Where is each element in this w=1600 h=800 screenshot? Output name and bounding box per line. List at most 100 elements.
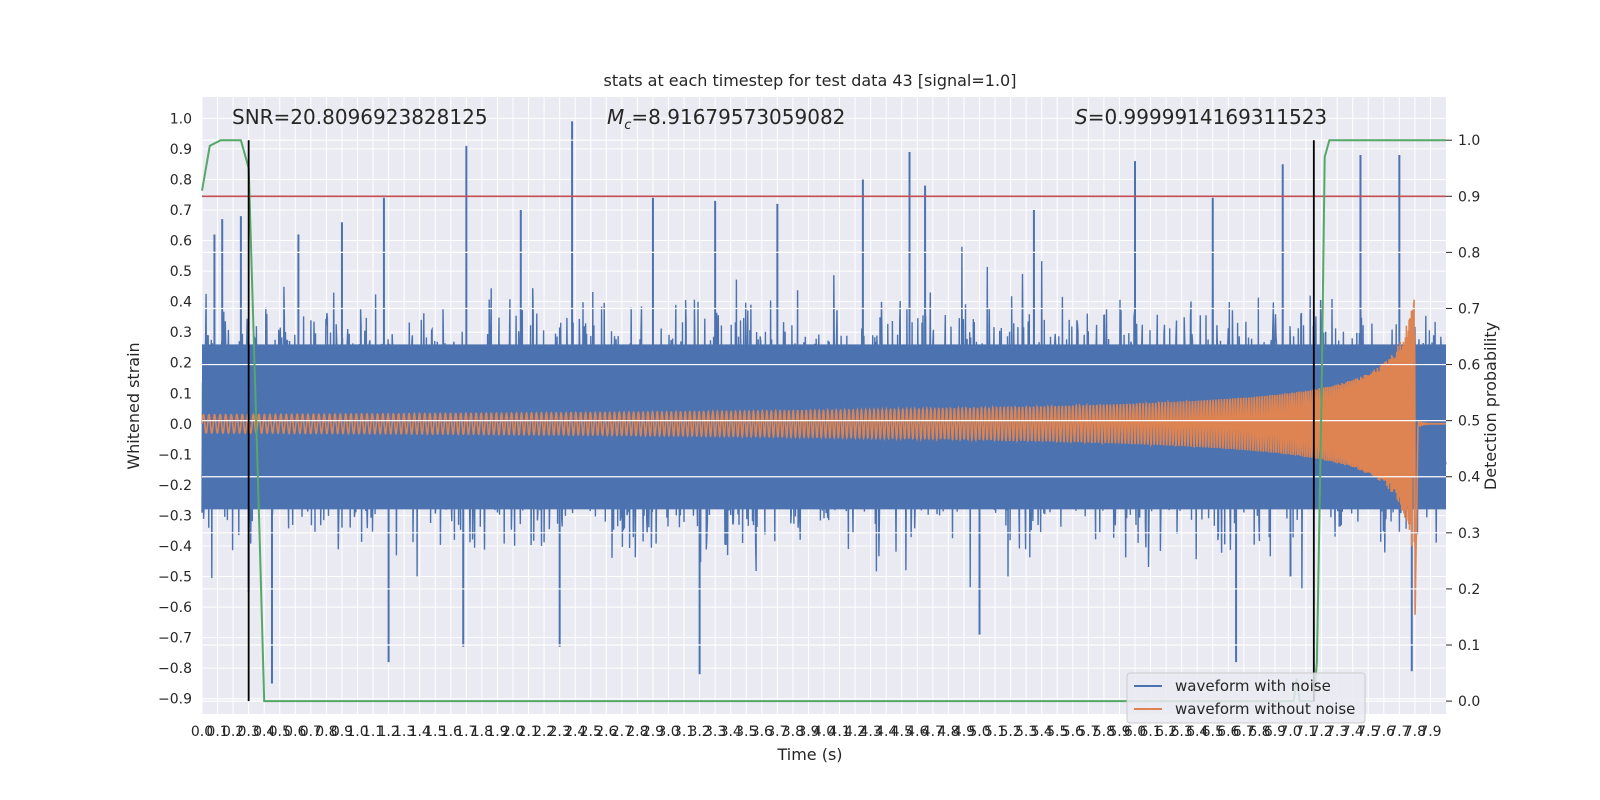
x-tick-label: 4.9	[953, 724, 975, 740]
legend-label-clean: waveform without noise	[1175, 700, 1355, 718]
y2-tick-label: 0.2	[1458, 582, 1480, 598]
x-tick-label: 1.8	[471, 724, 493, 740]
y-tick-label: −0.6	[158, 600, 192, 616]
y-tick-label: −0.9	[158, 692, 192, 708]
x-tick-label: 1.6	[440, 724, 462, 740]
x-tick-label: 0.0	[191, 724, 213, 740]
x-tick-label: 6.0	[1124, 724, 1146, 740]
x-tick-label: 4.7	[922, 724, 944, 740]
clean-trace	[201, 299, 1446, 615]
x-tick-label: 7.4	[1342, 724, 1364, 740]
x-tick-label: 4.5	[891, 724, 913, 740]
y-tick-label: 0.7	[170, 203, 192, 219]
x-tick-label: 6.5	[1202, 724, 1224, 740]
y-tick-label: −0.2	[158, 478, 192, 494]
x-tick-label: 3.8	[782, 724, 804, 740]
x-tick-label: 7.0	[1279, 724, 1301, 740]
y-tick-label: −0.3	[158, 508, 192, 524]
x-tick-label: 0.2	[222, 724, 244, 740]
x-tick-label: 0.6	[284, 724, 306, 740]
x-tick-label: 5.3	[1015, 724, 1037, 740]
y-axis-ticks: −0.9 −0.8 −0.7 −0.6 −0.5 −0.4 −0.3 −0.2 −0.1 0.0 0…	[158, 111, 192, 707]
x-tick-label: 7.3	[1326, 724, 1348, 740]
x-tick-label: 1.0	[346, 724, 368, 740]
s-value: =0.9999914169311523	[1088, 105, 1327, 129]
x-tick-label: 0.3	[238, 724, 260, 740]
x-tick-label: 6.4	[1186, 724, 1208, 740]
x-tick-label: 6.6	[1217, 724, 1239, 740]
x-tick-label: 3.4	[720, 724, 742, 740]
x-tick-label: 5.4	[1031, 724, 1053, 740]
x-tick-label: 5.5	[1046, 724, 1068, 740]
x-tick-label: 5.1	[984, 724, 1006, 740]
x-axis-label: Time (s)	[776, 745, 842, 764]
x-tick-label: 3.2	[688, 724, 710, 740]
x-tick-label: 7.1	[1295, 724, 1317, 740]
x-tick-label: 2.9	[642, 724, 664, 740]
mc-subscript: c	[624, 118, 631, 133]
x-tick-label: 6.8	[1248, 724, 1270, 740]
x-tick-label: 6.3	[1171, 724, 1193, 740]
x-tick-label: 4.0	[813, 724, 835, 740]
x-tick-label: 1.1	[362, 724, 384, 740]
x-tick-label: 2.6	[595, 724, 617, 740]
x-tick-label: 2.8	[626, 724, 648, 740]
x-tick-label: 4.3	[860, 724, 882, 740]
y2-tick-label: 1.0	[1458, 133, 1480, 149]
x-tick-label: 0.9	[331, 724, 353, 740]
x-tick-label: 5.2	[999, 724, 1021, 740]
y-tick-label: −0.1	[158, 447, 192, 463]
x-tick-label: 4.4	[875, 724, 897, 740]
y-tick-label: −0.5	[158, 570, 192, 586]
mc-symbol: M	[607, 105, 624, 129]
y-tick-label: −0.4	[158, 539, 192, 555]
x-tick-label: 3.5	[735, 724, 757, 740]
x-tick-label: 0.5	[269, 724, 291, 740]
x-tick-label: 1.4	[409, 724, 431, 740]
x-tick-label: 0.8	[315, 724, 337, 740]
x-tick-label: 2.1	[517, 724, 539, 740]
y-tick-label: 1.0	[170, 111, 192, 127]
x-tick-label: 0.4	[253, 724, 275, 740]
x-tick-label: 5.9	[1108, 724, 1130, 740]
x-tick-label: 2.7	[611, 724, 633, 740]
y-tick-label: 0.8	[170, 172, 192, 188]
y-tick-label: 0.0	[170, 417, 192, 433]
x-tick-label: 4.8	[937, 724, 959, 740]
x-tick-label: 6.9	[1264, 724, 1286, 740]
x-tick-label: 1.2	[377, 724, 399, 740]
x-tick-label: 7.2	[1310, 724, 1332, 740]
x-tick-label: 5.7	[1077, 724, 1099, 740]
y-tick-label: 0.6	[170, 234, 192, 250]
x-tick-label: 6.1	[1139, 724, 1161, 740]
y2-tick-label: 0.4	[1458, 470, 1480, 486]
s-symbol: S	[1075, 105, 1088, 129]
x-tick-label: 0.1	[206, 724, 228, 740]
x-tick-label: 6.7	[1233, 724, 1255, 740]
x-tick-label: 7.7	[1388, 724, 1410, 740]
x-tick-label: 4.1	[828, 724, 850, 740]
y2-tick-label: 0.8	[1458, 245, 1480, 261]
series-waveform-without-noise	[201, 299, 1446, 615]
legend-box	[1126, 672, 1366, 724]
y2-tick-label: 0.1	[1458, 638, 1480, 654]
x-tick-label: 3.6	[751, 724, 773, 740]
x-tick-label: 5.6	[1062, 724, 1084, 740]
x-tick-label: 1.9	[486, 724, 508, 740]
y-tick-label: 0.4	[170, 295, 192, 311]
x-tick-label: 2.5	[580, 724, 602, 740]
y-tick-label: −0.8	[158, 661, 192, 677]
y2-axis-label: Detection probability	[1481, 322, 1500, 490]
x-tick-label: 4.2	[844, 724, 866, 740]
x-tick-label: 3.0	[657, 724, 679, 740]
s-annotation: S=0.9999914169311523	[1075, 105, 1327, 129]
legend-label-noise: waveform with noise	[1175, 677, 1331, 695]
x-axis-ticks: 0.00.10.20.30.40.50.60.70.80.91.01.11.21…	[191, 724, 1442, 740]
x-tick-label: 5.0	[968, 724, 990, 740]
x-tick-label: 3.1	[673, 724, 695, 740]
y-tick-label: 0.5	[170, 264, 192, 280]
x-tick-label: 7.8	[1404, 724, 1426, 740]
y-axis-label: Whitened strain	[124, 342, 143, 469]
x-tick-label: 3.7	[766, 724, 788, 740]
x-tick-label: 1.3	[393, 724, 415, 740]
